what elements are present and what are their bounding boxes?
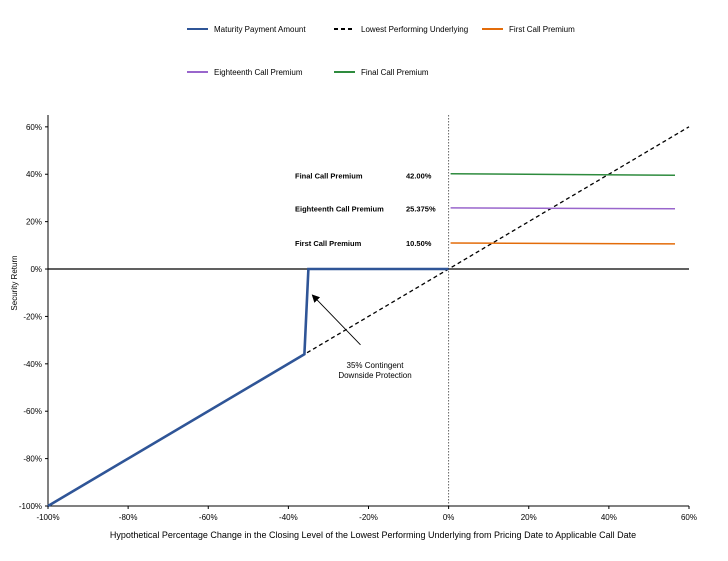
premium-labels: Final Call Premium 42.00% Eighteenth Call … bbox=[295, 171, 436, 248]
legend-label-first: First Call Premium bbox=[509, 25, 575, 34]
series-maturity-line bbox=[47, 267, 449, 508]
x-tick-label: -40% bbox=[279, 513, 298, 522]
legend-label-final: Final Call Premium bbox=[361, 68, 429, 77]
y-tick-label: -100% bbox=[19, 502, 42, 511]
series-first-line bbox=[450, 242, 676, 245]
x-tick-label: 60% bbox=[681, 513, 697, 522]
x-tick-label: 20% bbox=[521, 513, 537, 522]
y-tick-label: -80% bbox=[23, 455, 42, 464]
annotation-arrow bbox=[311, 294, 361, 346]
annotation-text: 35% Contingent bbox=[347, 361, 405, 370]
premium-label: First Call Premium bbox=[295, 239, 362, 248]
series-final-line bbox=[450, 173, 676, 176]
premium-value: 10.50% bbox=[406, 239, 432, 248]
annotation-text: Downside Protection bbox=[338, 371, 411, 380]
legend: Maturity Payment Amount Lowest Performing… bbox=[187, 25, 575, 77]
y-tick-label: 40% bbox=[26, 170, 42, 179]
x-tick-label: -100% bbox=[36, 513, 59, 522]
premium-value: 42.00% bbox=[406, 171, 432, 180]
x-tick-label: 40% bbox=[601, 513, 617, 522]
legend-label-lowest: Lowest Performing Underlying bbox=[361, 25, 468, 34]
premium-label: Eighteenth Call Premium bbox=[295, 205, 384, 214]
series-lowest-line bbox=[47, 126, 690, 507]
legend-label-maturity: Maturity Payment Amount bbox=[214, 25, 306, 34]
x-axis-label: Hypothetical Percentage Change in the Cl… bbox=[110, 530, 636, 540]
premium-label: Final Call Premium bbox=[295, 171, 363, 180]
y-axis-label: Security Return bbox=[10, 255, 19, 310]
series-layer bbox=[47, 126, 690, 508]
series-eighteenth-line bbox=[450, 207, 676, 210]
axes: -100% -80% -60% -40% -20% 0% 20% 40% 60% -100% -80… bbox=[19, 115, 697, 522]
premium-value: 25.375% bbox=[406, 205, 436, 214]
x-tick-label: 0% bbox=[443, 513, 455, 522]
y-tick-label: 60% bbox=[26, 123, 42, 132]
y-tick-label: -20% bbox=[23, 312, 42, 321]
x-tick-label: -60% bbox=[199, 513, 218, 522]
x-tick-label: -80% bbox=[119, 513, 138, 522]
x-tick-label: -20% bbox=[359, 513, 378, 522]
legend-label-eighteenth: Eighteenth Call Premium bbox=[214, 68, 303, 77]
y-tick-label: -60% bbox=[23, 407, 42, 416]
y-tick-label: -40% bbox=[23, 360, 42, 369]
y-tick-label: 20% bbox=[26, 218, 42, 227]
y-tick-label: 0% bbox=[30, 265, 42, 274]
